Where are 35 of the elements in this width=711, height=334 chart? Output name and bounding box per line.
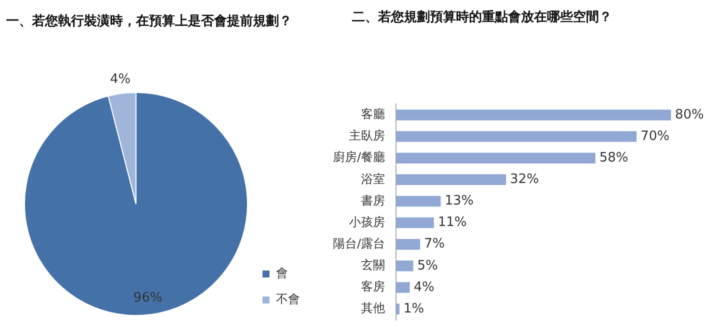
- y-tick-label: 玄關: [361, 258, 386, 272]
- legend-label: 不會: [276, 292, 300, 306]
- bar: [396, 260, 414, 272]
- bar: [396, 282, 410, 293]
- y-tick-label: 其他: [361, 301, 386, 316]
- data-label: 32%: [510, 172, 539, 188]
- bar: [396, 110, 671, 120]
- y-tick-label: 陽台/露台: [332, 236, 386, 250]
- legend-label: 會: [276, 266, 288, 280]
- data-label: 70%: [640, 128, 670, 144]
- y-tick-label: 主臥房: [349, 128, 386, 143]
- y-tick-label: 小孩房: [349, 214, 386, 229]
- y-tick-label: 書房: [361, 193, 386, 208]
- y-tick-label: 客廳: [361, 107, 386, 122]
- data-label: 80%: [675, 107, 704, 122]
- data-label: 5%: [417, 258, 438, 274]
- data-label: 4%: [414, 280, 434, 295]
- y-tick-label: 廚房/餐廳: [332, 150, 386, 164]
- data-label: 11%: [438, 215, 467, 230]
- bar: [396, 174, 506, 186]
- data-label: 96%: [133, 290, 162, 306]
- y-tick-label: 客房: [361, 280, 386, 294]
- data-label: 7%: [424, 236, 445, 252]
- data-label: 1%: [403, 301, 424, 316]
- bar: [396, 217, 434, 228]
- bar: [396, 131, 637, 142]
- bar: [396, 238, 420, 250]
- bar: [396, 152, 596, 164]
- data-label: 13%: [444, 194, 474, 209]
- bar: [396, 196, 441, 207]
- y-tick-label: 浴室: [361, 172, 386, 186]
- data-label: 58%: [599, 150, 628, 166]
- chart-title: 一、若您執行裝潢時，在預算上是否會提前規劃？: [6, 13, 292, 30]
- data-label: 4%: [110, 72, 131, 87]
- chart-title: 二、若您規劃預算時的重點會放在哪些空間？: [352, 8, 612, 26]
